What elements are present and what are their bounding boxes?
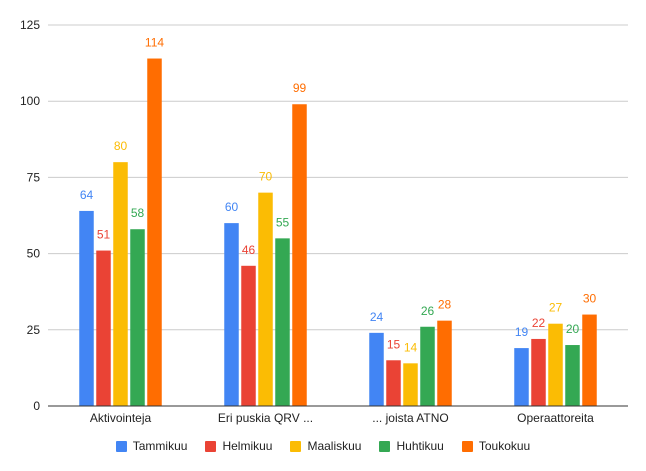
- data-label: 24: [370, 310, 384, 324]
- data-label: 28: [438, 298, 452, 312]
- data-label: 51: [97, 228, 111, 242]
- bar: [113, 162, 128, 406]
- data-label: 20: [566, 322, 580, 336]
- legend-label: Maaliskuu: [307, 439, 362, 453]
- data-label: 22: [532, 316, 546, 330]
- bar: [531, 338, 546, 406]
- legend-swatch: [461, 440, 473, 452]
- legend-item: Maaliskuu: [290, 439, 361, 453]
- data-label: 114: [145, 36, 164, 50]
- bar: [403, 363, 418, 406]
- bar: [258, 192, 273, 406]
- data-label: 80: [114, 139, 128, 153]
- bar: [224, 223, 239, 406]
- legend-swatch: [205, 440, 217, 452]
- data-label: 46: [242, 243, 256, 257]
- data-label: 58: [131, 206, 145, 220]
- data-label: 14: [404, 340, 418, 354]
- y-tick-label: 0: [33, 399, 40, 413]
- data-label: 99: [293, 81, 307, 95]
- bar: [79, 210, 94, 406]
- legend-label: Toukokuu: [478, 439, 531, 453]
- data-label: 26: [421, 304, 435, 318]
- bar: [147, 58, 162, 406]
- y-tick-label: 75: [27, 170, 41, 184]
- data-label: 27: [549, 301, 563, 315]
- bar: [292, 104, 307, 407]
- bar: [275, 238, 290, 406]
- bars: [79, 58, 597, 407]
- bar: [420, 326, 435, 406]
- bar: [548, 323, 563, 406]
- legend-label: Helmikuu: [222, 439, 273, 453]
- legend-item: Tammikuu: [115, 439, 188, 453]
- bar: [130, 229, 145, 406]
- data-label: 55: [276, 215, 290, 229]
- x-axis-categories: Aktivointeja Eri puskia QRV ... ... joista…: [90, 411, 594, 425]
- x-category-label: Aktivointeja: [90, 411, 152, 425]
- bar: [96, 250, 111, 406]
- data-label: 64: [80, 188, 94, 202]
- bar: [437, 320, 452, 406]
- bar: [565, 345, 580, 406]
- data-label: 70: [259, 170, 273, 184]
- legend-label: Huhtikuu: [396, 439, 444, 453]
- legend-item: Toukokuu: [461, 439, 531, 453]
- legend-swatch: [290, 440, 302, 452]
- bar: [241, 265, 256, 406]
- legend-swatch: [115, 440, 127, 452]
- legend-swatch: [379, 440, 391, 452]
- data-label: 30: [583, 292, 597, 306]
- data-label: 15: [387, 337, 401, 351]
- y-tick-label: 100: [20, 94, 40, 108]
- bar: [369, 332, 384, 406]
- bar: [582, 314, 597, 406]
- y-tick-label: 25: [27, 323, 41, 337]
- legend-item: Helmikuu: [205, 439, 272, 453]
- data-label: 60: [225, 200, 239, 214]
- x-category-label: Eri puskia QRV ...: [218, 411, 313, 425]
- y-axis-ticks: 0 25 50 75 100 125: [20, 18, 40, 413]
- x-category-label: ... joista ATNO: [372, 411, 448, 425]
- data-label: 19: [515, 325, 529, 339]
- bar: [514, 348, 529, 406]
- legend: Tammikuu Helmikuu Maaliskuu Huhtikuu Toukoku…: [0, 436, 646, 456]
- legend-label: Tammikuu: [132, 439, 188, 453]
- y-tick-label: 50: [27, 247, 41, 261]
- y-tick-label: 125: [20, 18, 40, 32]
- bar: [386, 360, 401, 406]
- x-category-label: Operaattoreita: [517, 411, 594, 425]
- legend-item: Huhtikuu: [379, 439, 444, 453]
